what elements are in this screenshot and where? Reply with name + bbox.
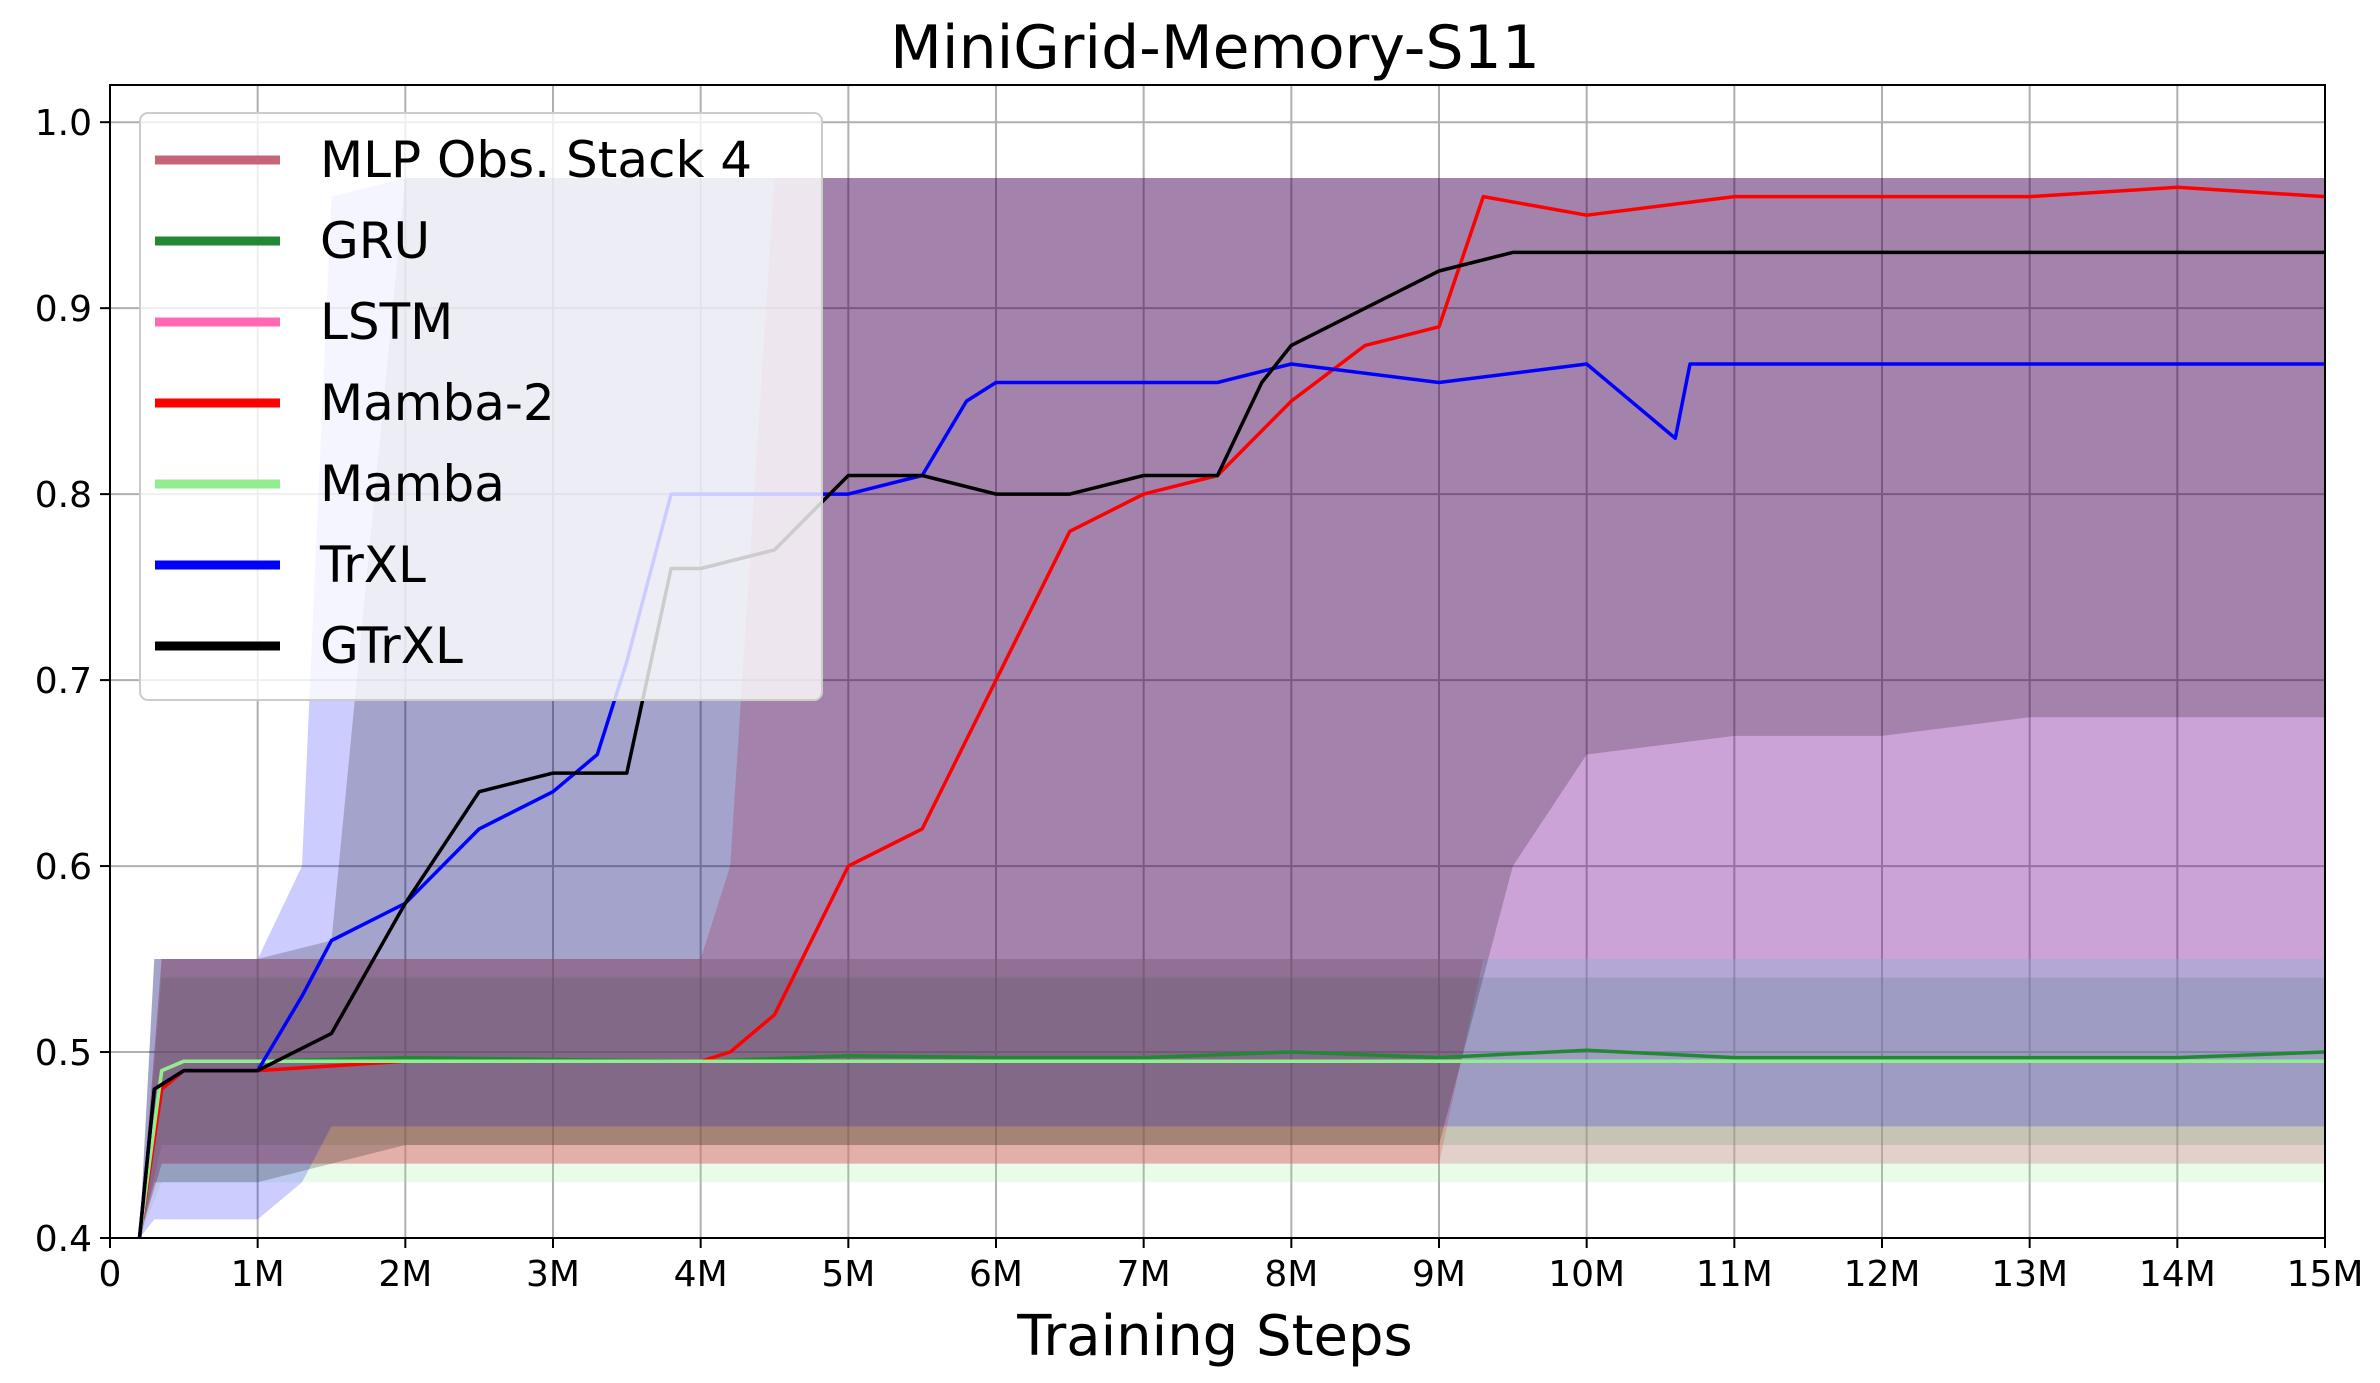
y-tick-label: 1.0 [35, 103, 92, 144]
x-tick-label: 11M [1696, 1254, 1773, 1295]
x-tick-label: 4M [674, 1254, 728, 1295]
x-tick-label: 8M [1264, 1254, 1318, 1295]
line-mamba [137, 1059, 2325, 1238]
x-tick-label: 9M [1412, 1254, 1466, 1295]
y-tick-label: 0.7 [35, 661, 92, 702]
legend-box [139, 112, 823, 701]
x-tick-label: 0 [99, 1254, 122, 1295]
legend-label: Mamba-2 [320, 374, 555, 432]
x-tick-label: 13M [1991, 1254, 2068, 1295]
band-mamba-2 [139, 178, 2325, 1238]
x-tick-label: 1M [231, 1254, 285, 1295]
line-gtrxl [137, 250, 2325, 1238]
x-tick-label: 5M [821, 1254, 875, 1295]
legend-label: GRU [320, 212, 430, 270]
y-tick-label: 0.8 [35, 475, 92, 516]
band-gru [139, 977, 2325, 1238]
legend-label: MLP Obs. Stack 4 [320, 131, 752, 189]
band-lstm [139, 959, 2325, 1238]
series-lines [137, 185, 2325, 1238]
chart-title: MiniGrid-Memory-S11 [890, 13, 1540, 83]
legend-label: GTrXL [320, 617, 463, 675]
x-tick-label: 3M [526, 1254, 580, 1295]
legend-label: LSTM [320, 293, 453, 351]
legend-label: Mamba [320, 455, 505, 513]
x-tick-label: 12M [1844, 1254, 1921, 1295]
plot-frame [109, 84, 2326, 1239]
y-tick-label: 0.9 [35, 289, 92, 330]
y-tick-label: 0.5 [35, 1033, 92, 1074]
x-axis-title: Training Steps [1016, 1304, 1412, 1369]
legend-label: TrXL [319, 536, 426, 594]
x-tick-label: 14M [2139, 1254, 2216, 1295]
x-tick-label: 2M [378, 1254, 432, 1295]
axis-ticks: 0 1M 2M 3M 4M 5M 6M 7M 8M 9M 10M 11M 12M 13M 14M 15M 0.4… [35, 103, 2364, 1295]
x-tick-label: 6M [969, 1254, 1023, 1295]
x-tick-label: 7M [1117, 1254, 1171, 1295]
band-mamba [139, 959, 2325, 1238]
band-mlp-obs-stack-4 [139, 959, 2325, 1238]
x-tick-label: 15M [2287, 1254, 2364, 1295]
legend: MLP Obs. Stack 4 GRU LSTM Mamba-2 Mamba TrXL G… [139, 112, 823, 701]
y-tick-label: 0.6 [35, 847, 92, 888]
x-tick-label: 10M [1548, 1254, 1625, 1295]
y-tick-label: 0.4 [35, 1219, 92, 1260]
